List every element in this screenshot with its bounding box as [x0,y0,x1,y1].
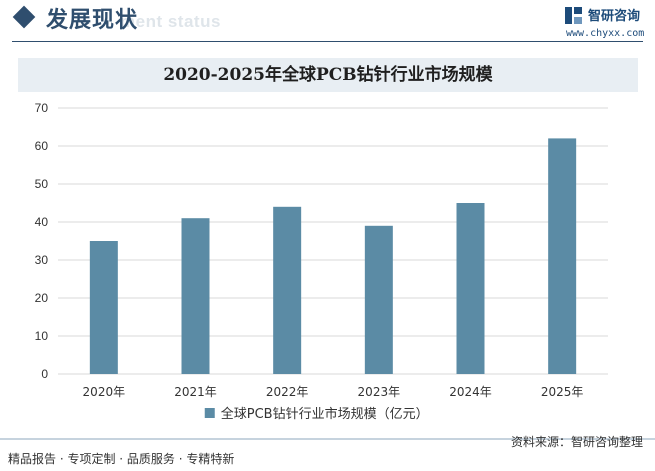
header-divider [12,41,643,42]
section-subtitle: ment status [120,12,221,31]
bar [456,203,485,374]
header: ment status 发展现状 智研咨询 www.chyxx.com [0,0,655,46]
bar [548,138,577,374]
x-tick-label: 2020年 [83,385,126,399]
x-tick-label: 2021年 [174,385,217,399]
bar [181,218,210,374]
bar-chart: 0 10 20 30 40 50 60 70 2020年 2021年 2022年 2023年 2024年… [35,101,608,422]
y-tick-label: 60 [35,139,49,153]
y-tick-label: 70 [35,101,49,115]
y-tick-label: 10 [35,329,49,343]
x-tick-label: 2023年 [358,385,401,399]
bar [273,206,302,374]
y-tick-label: 50 [35,177,49,191]
section-title: 发展现状 [46,8,139,33]
x-tick-label: 2025年 [541,385,584,399]
legend-swatch [204,408,215,418]
bar [89,241,118,374]
bar [364,225,393,374]
brand-name: 智研咨询 [588,9,641,24]
y-tick-label: 20 [35,291,49,305]
diamond-icon [12,5,36,29]
y-tick-label: 40 [35,215,49,229]
x-tick-label: 2024年 [449,385,492,399]
y-tick-label: 0 [41,367,48,381]
legend-label: 全球PCB钻针行业市场规模（亿元） [221,406,429,422]
chart-title: 2020-2025年全球PCB钻针行业市场规模 [163,65,493,85]
brand-logo-icon [565,7,582,24]
data-source: 资料来源：智研咨询整理 [510,435,643,449]
footer-tagline: 精品报告 · 专项定制 · 品质服务 · 专精特新 [8,452,235,466]
chart-title-bar: 2020-2025年全球PCB钻针行业市场规模 [18,58,638,92]
y-tick-label: 30 [35,253,49,267]
x-tick-label: 2022年 [266,385,309,399]
footer-divider [0,438,655,440]
brand-url: www.chyxx.com [566,28,645,39]
